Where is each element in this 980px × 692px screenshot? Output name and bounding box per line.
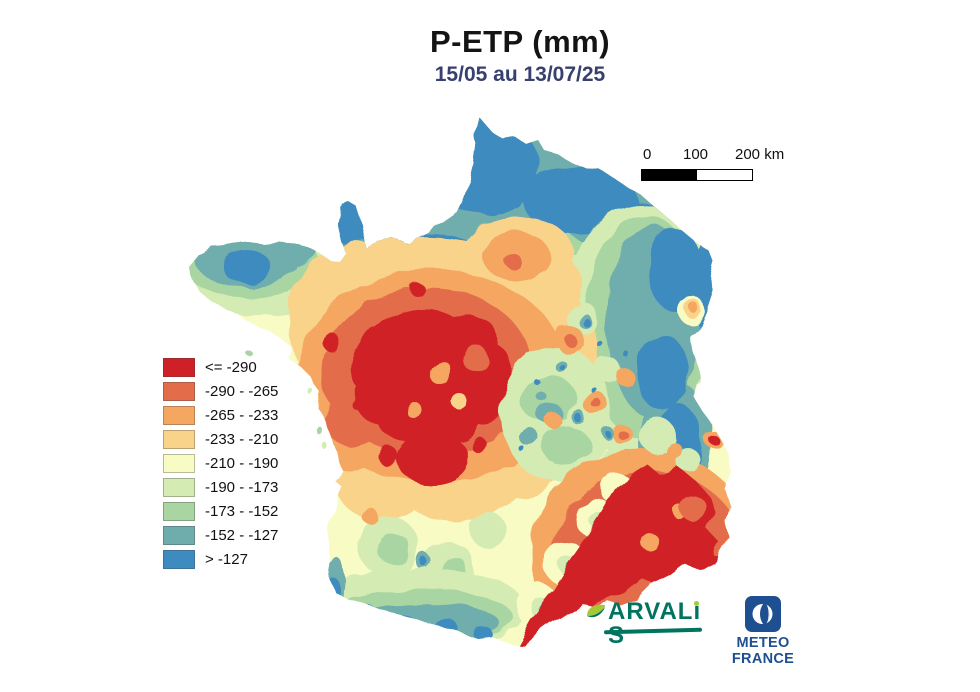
legend-class-label: -152 - -127 <box>205 527 279 544</box>
arvalis-text-prefix: ARVAL <box>608 598 694 625</box>
legend-class-label: -173 - -152 <box>205 503 279 520</box>
scale-tick-200: 200 km <box>735 146 785 163</box>
meteo-france-line1: METEO <box>736 635 790 651</box>
legend-row: -190 - -173 <box>163 478 278 497</box>
arvalis-i-dot <box>694 601 700 606</box>
legend-color-swatch <box>163 478 195 497</box>
legend-row: -210 - -190 <box>163 454 278 473</box>
france-map <box>190 118 731 644</box>
legend-class-label: -210 - -190 <box>205 455 279 472</box>
legend: <= -290 -290 - -265 -265 - -233 -233 - -… <box>163 358 278 574</box>
meteo-france-icon <box>745 596 781 632</box>
legend-color-swatch <box>163 430 195 449</box>
arvalis-logo: ARVALı S <box>586 600 718 648</box>
arvalis-letter-i: ı <box>693 598 702 625</box>
legend-class-label: -190 - -173 <box>205 479 279 496</box>
page-title: P-ETP (mm) <box>429 24 611 59</box>
legend-row: -290 - -265 <box>163 382 278 401</box>
meteo-france-line2: FRANCE <box>731 651 795 667</box>
legend-class-label: -265 - -233 <box>205 407 279 424</box>
legend-class-label: > -127 <box>205 551 248 568</box>
legend-row: -265 - -233 <box>163 406 278 425</box>
legend-color-swatch <box>163 358 195 377</box>
legend-color-swatch <box>163 526 195 545</box>
arvalis-wordmark: ARVALı S <box>608 600 718 648</box>
legend-row: -233 - -210 <box>163 430 278 449</box>
arvalis-leaf-icon <box>587 604 605 618</box>
legend-row: > -127 <box>163 550 278 569</box>
legend-class-label: -233 - -210 <box>205 431 279 448</box>
meteo-france-logo: METEO FRANCE <box>727 596 799 667</box>
legend-color-swatch <box>163 406 195 425</box>
zone-centre-east-mosaic <box>501 303 633 482</box>
legend-color-swatch <box>163 382 195 401</box>
page-subtitle: 15/05 au 13/07/25 <box>434 63 606 86</box>
legend-row: -173 - -152 <box>163 502 278 521</box>
scale-tick-0: 0 <box>643 146 652 163</box>
coastal-islands <box>245 349 328 449</box>
legend-row: <= -290 <box>163 358 278 377</box>
legend-color-swatch <box>163 454 195 473</box>
scale-bar: 0 100 200 km <box>641 146 791 186</box>
scale-bar-filled-segment <box>642 170 697 180</box>
legend-class-label: -290 - -265 <box>205 383 279 400</box>
legend-row: -152 - -127 <box>163 526 278 545</box>
scale-bar-rule <box>641 169 753 181</box>
legend-class-label: <= -290 <box>205 359 257 376</box>
arvalis-text-suffix: S <box>608 622 626 649</box>
scale-tick-100: 100 <box>683 146 709 163</box>
legend-color-swatch <box>163 502 195 521</box>
map-zones <box>190 118 731 644</box>
legend-color-swatch <box>163 550 195 569</box>
